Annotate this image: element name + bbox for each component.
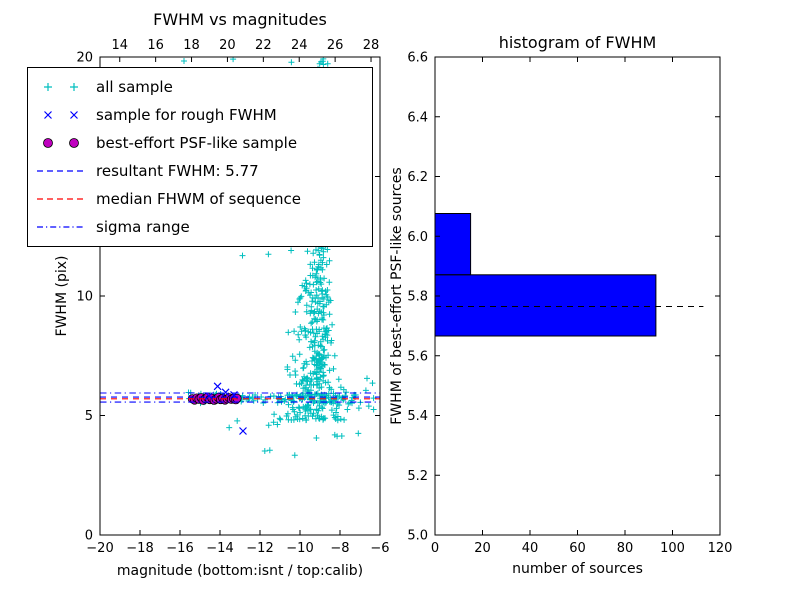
legend-marker-plus-icon [44,83,78,91]
tick-label: 16 [147,38,164,53]
tick-label: 0 [431,541,439,556]
tick-label: 18 [183,38,200,53]
legend: all sample sample for rough FWHM best-effo… [27,67,373,247]
histogram-xaxis-label: number of sources [512,561,643,577]
tick-label: 10 [76,290,93,305]
tick-label: −12 [246,541,273,556]
tick-label: 6.4 [407,110,428,125]
tick-label: 20 [474,541,491,556]
tick-label: 80 [617,541,634,556]
scatter-ticks [99,56,381,536]
tick-label: −8 [330,541,349,556]
legend-marker-dashed-icon [37,198,83,200]
legend-item-label: best-effort PSF-like sample [96,134,298,152]
legend-marker-dashdot-icon [37,226,83,228]
scatter-title: FWHM vs magnitudes [153,10,327,29]
histogram-title: histogram of FWHM [498,33,657,52]
legend-item: median FHWM of sequence [34,185,366,213]
tick-label: 0 [85,529,93,544]
legend-item-label: sigma range [96,218,190,236]
legend-marker-x-icon [44,111,78,119]
tick-label: 26 [327,38,344,53]
tick-label: −18 [126,541,153,556]
tick-label: 20 [219,38,236,53]
tick-label: 5.8 [407,290,428,305]
legend-item: sample for rough FWHM [34,101,366,129]
tick-label: 6.6 [407,51,428,66]
tick-label: −14 [206,541,233,556]
tick-label: 20 [76,51,93,66]
tick-label: 40 [522,541,539,556]
legend-item-label: resultant FWHM: 5.77 [96,162,259,180]
legend-item-label: all sample [96,78,173,96]
tick-label: 100 [660,541,685,556]
histogram-bar [434,213,472,276]
histogram-yaxis-label: FWHM of best-effort PSF-like sources [389,167,405,425]
tick-label: 6.0 [407,230,428,245]
tick-label: 5.6 [407,349,428,364]
legend-item-label: sample for rough FWHM [96,106,277,124]
tick-label: 5.4 [407,409,428,424]
tick-label: 28 [363,38,380,53]
tick-label: −20 [86,541,113,556]
tick-label: 24 [291,38,308,53]
tick-label: 60 [569,541,586,556]
legend-item-label: median FHWM of sequence [96,190,301,208]
scatter-yaxis-label: FWHM (pix) [54,255,70,337]
legend-marker-dashed-icon [37,170,83,172]
tick-label: −10 [286,541,313,556]
tick-label: 5.0 [407,529,428,544]
scatter-xaxis-label: magnitude (bottom:isnt / top:calib) [116,563,364,579]
histogram-bars [434,213,657,337]
rough-sample-points [205,382,247,435]
tick-label: −16 [166,541,193,556]
tick-label: 120 [708,541,733,556]
histogram-bar [434,274,657,337]
tick-label: 5.2 [407,469,428,484]
tick-label: 6.2 [407,170,428,185]
tick-label: 22 [255,38,272,53]
histogram-ticks [434,56,721,536]
tick-label: −6 [370,541,389,556]
legend-item: sigma range [34,213,366,241]
tick-label: 5 [85,409,93,424]
legend-marker-circle-icon [43,138,79,148]
legend-item: resultant FWHM: 5.77 [34,157,366,185]
tick-label: 14 [111,38,128,53]
histogram-tick-labels: 0 20 40 60 80 100 120 5.0 5.2 5.4 5.6 5.8 6.0 6.2 6.4 6… [407,51,732,557]
legend-item: best-effort PSF-like sample [34,129,366,157]
legend-item: all sample [34,73,366,101]
